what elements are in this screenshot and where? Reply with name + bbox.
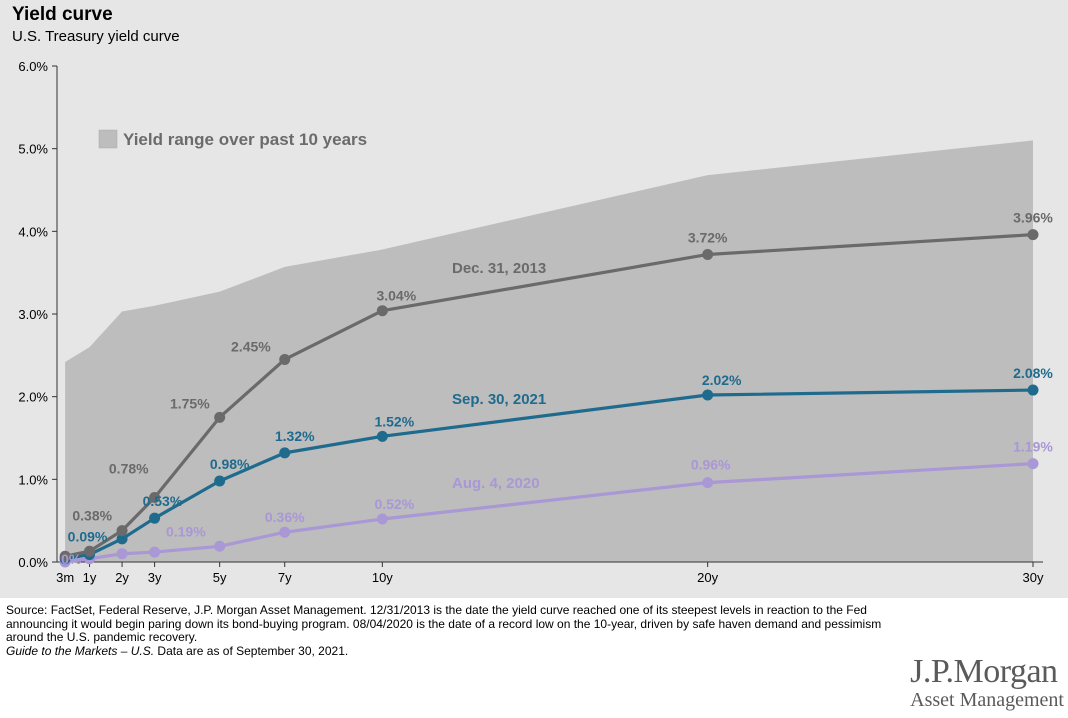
y-tick-label: 3.0% bbox=[18, 307, 48, 322]
series-point bbox=[84, 545, 96, 557]
guide-date: Data are as of September 30, 2021. bbox=[154, 643, 349, 658]
series-point bbox=[149, 492, 161, 504]
y-tick-label: 2.0% bbox=[18, 390, 48, 405]
series-point bbox=[1027, 458, 1039, 470]
x-tick-label: 1y bbox=[83, 570, 97, 585]
yield-range-area bbox=[65, 140, 1034, 562]
legend-swatch bbox=[98, 129, 118, 149]
data-label: 0.19% bbox=[166, 523, 206, 539]
series-point bbox=[702, 248, 714, 260]
data-label: 2.02% bbox=[702, 372, 742, 388]
y-tick-label: 4.0% bbox=[18, 224, 48, 239]
guide-title: Guide to the Markets – U.S. bbox=[6, 643, 155, 658]
data-label: 0.53% bbox=[143, 493, 183, 509]
y-tick-label: 6.0% bbox=[18, 59, 48, 74]
yield-curve-chart: 0.0% 1.0% 2.0% 3.0% 4.0% 5.0% 6.0% 3m 1y 2y 3y 5y 7y… bbox=[18, 59, 1053, 585]
series-point bbox=[149, 546, 161, 558]
data-label: 1.32% bbox=[275, 428, 315, 444]
series-name-label: Aug. 4, 2020 bbox=[452, 475, 540, 492]
x-tick-label: 20y bbox=[697, 570, 718, 585]
series-point bbox=[376, 513, 388, 525]
data-label: 3.04% bbox=[376, 288, 416, 304]
logo-subtitle: Asset Management bbox=[910, 689, 1064, 711]
x-tick-label: 30y bbox=[1023, 570, 1044, 585]
y-tick-label: 5.0% bbox=[18, 142, 48, 157]
y-tick-label: 0.0% bbox=[18, 555, 48, 570]
data-label: 0.36% bbox=[265, 509, 305, 525]
x-tick-label: 10y bbox=[372, 570, 393, 585]
x-tick-label: 7y bbox=[278, 570, 292, 585]
data-label: 0% bbox=[61, 551, 82, 567]
series-point bbox=[279, 447, 291, 459]
y-tick-label: 1.0% bbox=[18, 472, 48, 487]
series-point bbox=[376, 430, 388, 442]
data-label: 0.78% bbox=[109, 461, 149, 477]
series-point bbox=[702, 389, 714, 401]
source-note: Source: FactSet, Federal Reserve, J.P. M… bbox=[6, 603, 906, 659]
data-label: 0.38% bbox=[72, 508, 112, 524]
data-label: 3.96% bbox=[1013, 210, 1053, 226]
series-point bbox=[116, 548, 128, 560]
data-label: 1.52% bbox=[374, 413, 414, 429]
series-point bbox=[1027, 229, 1039, 241]
chart-title: Yield curve bbox=[12, 4, 113, 25]
series-point bbox=[702, 477, 714, 489]
series-point bbox=[116, 525, 128, 537]
logo-name: J.P.Morgan bbox=[910, 653, 1058, 690]
series-point bbox=[214, 411, 226, 423]
x-tick-label: 3y bbox=[148, 570, 162, 585]
x-tick-label: 5y bbox=[213, 570, 227, 585]
data-label: 1.19% bbox=[1013, 439, 1053, 455]
data-label: 0.09% bbox=[68, 529, 108, 545]
series-point bbox=[279, 353, 291, 365]
data-label: 2.08% bbox=[1013, 365, 1053, 381]
data-label: 0.96% bbox=[691, 457, 731, 473]
chart-subtitle: U.S. Treasury yield curve bbox=[12, 28, 180, 45]
series-point bbox=[214, 475, 226, 487]
data-label: 0.52% bbox=[374, 496, 414, 512]
x-tick-label: 3m bbox=[56, 570, 74, 585]
jpmorgan-logo: J.P.Morgan Asset Management bbox=[910, 653, 1064, 712]
data-label: 3.72% bbox=[688, 229, 728, 245]
data-label: 1.75% bbox=[170, 395, 210, 411]
legend-label: Yield range over past 10 years bbox=[123, 130, 367, 149]
series-point bbox=[149, 512, 161, 524]
series-point bbox=[1027, 384, 1039, 396]
series-name-label: Sep. 30, 2021 bbox=[452, 391, 546, 408]
series-point bbox=[376, 305, 388, 317]
series-point bbox=[116, 533, 128, 545]
series-point bbox=[214, 540, 226, 552]
x-tick-label: 2y bbox=[115, 570, 129, 585]
series-point bbox=[279, 526, 291, 538]
series-point bbox=[59, 550, 71, 562]
data-label: 0.98% bbox=[210, 456, 250, 472]
data-label: 2.45% bbox=[231, 338, 271, 354]
series-name-label: Dec. 31, 2013 bbox=[452, 260, 546, 277]
guide-note: Guide to the Markets – U.S. Data are as … bbox=[6, 643, 906, 659]
source-text: Source: FactSet, Federal Reserve, J.P. M… bbox=[6, 603, 882, 644]
